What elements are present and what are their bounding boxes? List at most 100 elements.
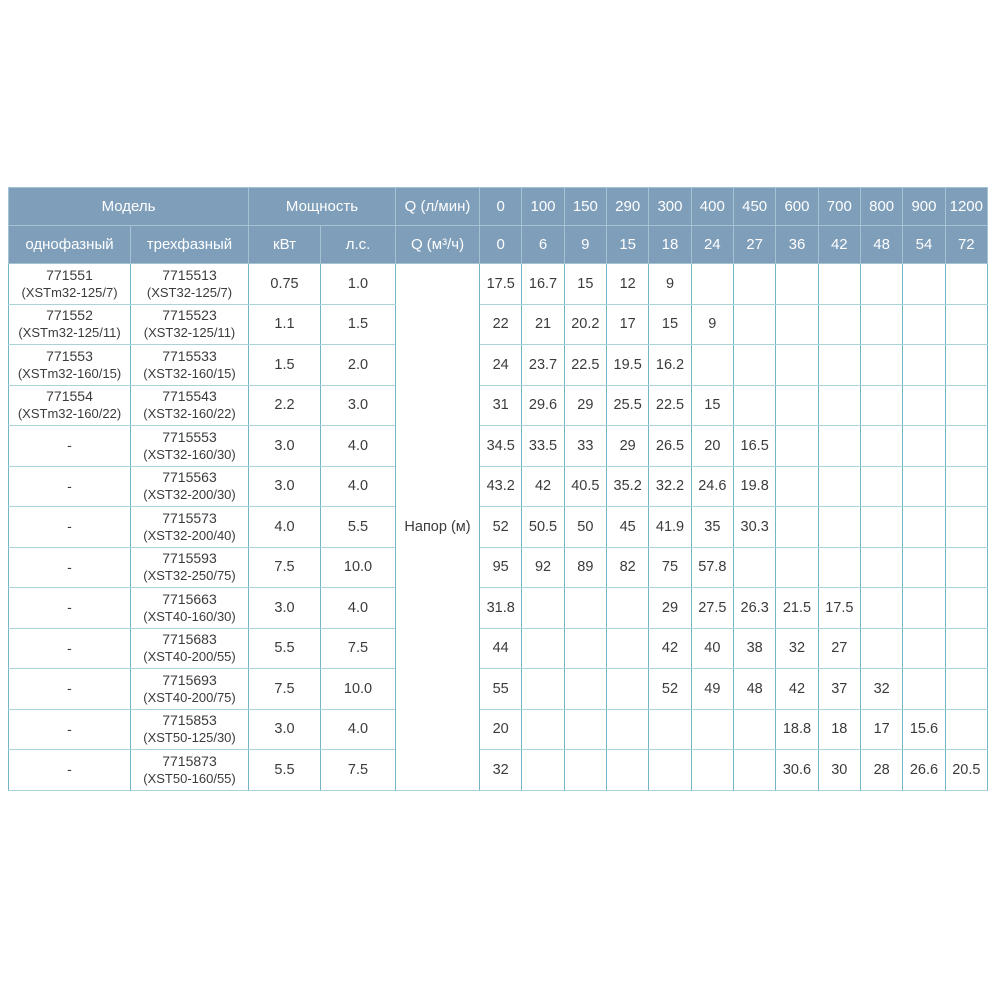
head-value-cell [817,546,861,588]
q-m3h-value: 42 [817,225,861,264]
q-m3h-header: Q (м³/ч) [395,225,481,264]
q-lmin-value: 900 [902,187,946,226]
model-triple-cell: 7715543 (XST32-160/22) [130,384,249,426]
model-triple-code: 7715563 [162,469,217,486]
model-triple-code: 7715593 [162,550,217,567]
table-header: Модель Мощность Q (л/мин) 0 100 150 290 300 4… [8,187,989,264]
model-triple-code: 7715853 [162,712,217,729]
model-single-cell: - [8,749,131,791]
head-value-cell [944,587,989,629]
head-value-cell [944,627,989,669]
head-value-cell: 32.2 [648,465,692,507]
head-value-cell: 38 [732,627,777,669]
table-row: -7715873 (XST50-160/55) 5.5 7.5 32 30.6 30 28 26… [8,749,989,791]
power-hp-cell: 7.5 [319,627,397,669]
power-hp-cell: 4.0 [319,465,397,507]
head-value-cell: 22 [479,303,523,345]
q-lmin-value: 400 [690,187,734,226]
head-value-cell: 89 [563,546,608,588]
model-triple-name: (XST32-200/30) [143,487,236,503]
model-triple-name: (XST32-125/7) [146,284,233,300]
q-m3h-value: 36 [775,225,819,264]
power-hp-cell: 3.0 [319,384,397,426]
head-value-cell [605,749,650,791]
table-row: -7715853 (XST50-125/30) 3.0 4.0 20 18.8 18 17 15… [8,708,989,750]
model-single-name: (XSTm32-125/7) [21,284,118,300]
table-body: 771551 (XSTm32-125/7) 7715513 (XST32-125/7)… [8,263,989,791]
q-lmin-value: 150 [563,187,608,226]
head-value-cell: 21 [521,303,565,345]
model-triple-name: (XST32-160/22) [143,406,236,422]
head-value-cell: 32 [775,627,819,669]
head-value-cell: 25.5 [605,384,650,426]
three-phase-header: трехфазный [130,225,249,264]
hp-header: л.с. [319,225,397,264]
model-triple-name: (XST32-160/30) [143,446,236,462]
model-single-code: - [67,761,72,778]
model-single-code: - [67,437,72,454]
power-kw-cell: 5.5 [248,627,321,669]
model-triple-name: (XST32-200/40) [143,527,236,543]
head-value-cell [690,749,734,791]
head-value-cell [944,708,989,750]
q-lmin-value: 1200 [944,187,989,226]
head-value-cell [902,303,946,345]
model-triple-code: 7715663 [162,590,217,607]
q-m3h-value: 24 [690,225,734,264]
power-hp-cell: 1.5 [319,303,397,345]
head-value-cell: 40 [690,627,734,669]
head-value-cell [944,506,989,548]
power-kw-cell: 1.1 [248,303,321,345]
model-triple-code: 7715573 [162,509,217,526]
head-value-cell [732,546,777,588]
head-value-cell [563,627,608,669]
head-value-cell: 92 [521,546,565,588]
head-value-cell: 17.5 [479,263,523,305]
model-single-code: - [67,599,72,616]
head-value-cell [859,465,904,507]
model-single-cell: - [8,546,131,588]
head-value-cell: 16.5 [732,425,777,467]
head-value-cell [775,263,819,305]
power-kw-cell: 3.0 [248,587,321,629]
head-value-cell: 20.5 [944,749,989,791]
table-row: -7715663 (XST40-160/30) 3.0 4.0 31.8 29 27.5 26… [8,587,989,629]
head-value-cell: 52 [479,506,523,548]
model-triple-cell: 7715553 (XST32-160/30) [130,425,249,467]
head-value-cell: 37 [817,668,861,710]
head-value-cell: 19.5 [605,344,650,386]
head-value-cell [605,627,650,669]
head-value-cell: 30.6 [775,749,819,791]
model-triple-code: 7715873 [162,752,217,769]
head-value-cell [944,384,989,426]
head-value-cell [775,465,819,507]
head-value-cell: 48 [732,668,777,710]
head-value-cell [859,546,904,588]
head-value-cell [944,303,989,345]
head-value-cell: 75 [648,546,692,588]
model-triple-cell: 7715513 (XST32-125/7) [130,263,249,305]
head-value-cell [944,465,989,507]
power-hp-cell: 10.0 [319,668,397,710]
head-value-cell [732,749,777,791]
q-lmin-value: 300 [648,187,692,226]
head-value-cell [732,263,777,305]
power-kw-cell: 7.5 [248,546,321,588]
power-kw-cell: 1.5 [248,344,321,386]
q-m3h-value: 27 [732,225,777,264]
head-value-cell [563,708,608,750]
pump-spec-table: Модель Мощность Q (л/мин) 0 100 150 290 300 4… [8,187,989,791]
model-triple-code: 7715553 [162,428,217,445]
head-value-cell [775,506,819,548]
model-single-code: - [67,518,72,535]
q-m3h-value: 72 [944,225,989,264]
power-hp-cell: 4.0 [319,587,397,629]
head-value-cell [521,587,565,629]
model-triple-code: 7715523 [162,307,217,324]
power-kw-cell: 0.75 [248,263,321,305]
kw-header: кВт [248,225,321,264]
head-value-cell: 35 [690,506,734,548]
head-value-cell [902,425,946,467]
model-single-code: - [67,720,72,737]
head-value-cell [605,668,650,710]
